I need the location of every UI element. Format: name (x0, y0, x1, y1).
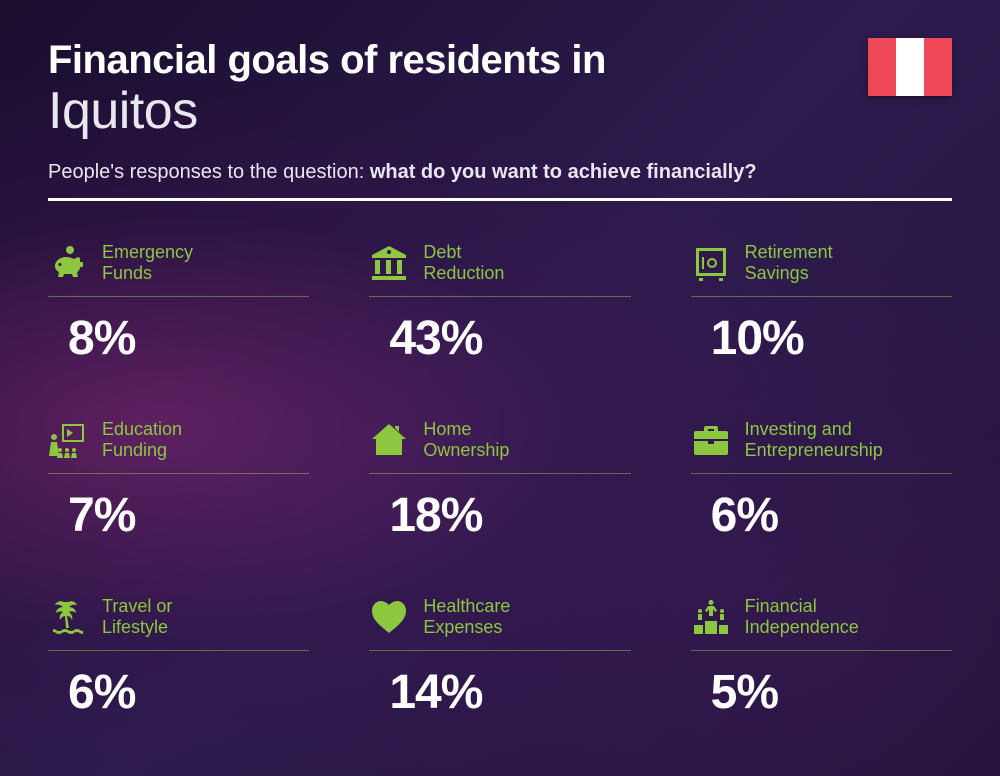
stat-label: Financial Independence (745, 596, 859, 639)
stat-retirement-savings: Retirement Savings 10% (691, 241, 952, 366)
stat-healthcare: Healthcare Expenses 14% (369, 595, 630, 720)
subtitle-prefix: People's responses to the question: (48, 161, 370, 183)
stat-home-ownership: Home Ownership 18% (369, 418, 630, 543)
stat-label-line: Funding (102, 440, 167, 460)
stat-value: 43% (389, 311, 630, 366)
stat-label: Retirement Savings (745, 242, 833, 285)
stat-label-line: Debt (423, 242, 461, 262)
subtitle-question: what do you want to achieve financially? (370, 161, 757, 183)
stat-value: 8% (68, 311, 309, 366)
stat-value: 6% (68, 665, 309, 720)
stat-label-line: Reduction (423, 263, 504, 283)
stat-label-line: Funds (102, 263, 152, 283)
stat-label-line: Savings (745, 263, 809, 283)
stat-label-line: Expenses (423, 617, 502, 637)
stat-label-line: Financial (745, 596, 817, 616)
flag-stripe (868, 38, 896, 96)
stat-label: Home Ownership (423, 419, 509, 462)
stat-header: Education Funding (48, 418, 309, 474)
stat-label-line: Independence (745, 617, 859, 637)
stat-value: 5% (711, 665, 952, 720)
flag-stripe (896, 38, 924, 96)
stats-grid: Emergency Funds 8% Debt Reduction 43% (48, 241, 952, 720)
stat-label: Travel or Lifestyle (102, 596, 172, 639)
stat-label-line: Entrepreneurship (745, 440, 883, 460)
stat-label: Education Funding (102, 419, 182, 462)
header: Financial goals of residents in Iquitos … (48, 38, 952, 201)
stat-education-funding: Education Funding 7% (48, 418, 309, 543)
bank-icon (369, 243, 409, 283)
briefcase-icon (691, 420, 731, 460)
infographic-container: Financial goals of residents in Iquitos … (0, 0, 1000, 758)
palm-icon (48, 597, 88, 637)
stat-label-line: Ownership (423, 440, 509, 460)
stat-label: Healthcare Expenses (423, 596, 510, 639)
stat-header: Retirement Savings (691, 241, 952, 297)
flag-stripe (924, 38, 952, 96)
stat-header: Emergency Funds (48, 241, 309, 297)
stat-header: Debt Reduction (369, 241, 630, 297)
stat-header: Travel or Lifestyle (48, 595, 309, 651)
house-icon (369, 420, 409, 460)
flag-icon (868, 38, 952, 96)
stat-debt-reduction: Debt Reduction 43% (369, 241, 630, 366)
stat-value: 6% (711, 488, 952, 543)
title-line1: Financial goals of residents in (48, 38, 952, 82)
stat-label-line: Investing and (745, 419, 852, 439)
stat-label-line: Education (102, 419, 182, 439)
stat-label: Investing and Entrepreneurship (745, 419, 883, 462)
piggy-bank-icon (48, 243, 88, 283)
stat-label-line: Healthcare (423, 596, 510, 616)
stat-value: 18% (389, 488, 630, 543)
stat-label: Emergency Funds (102, 242, 193, 285)
heart-pulse-icon (369, 597, 409, 637)
stat-travel-lifestyle: Travel or Lifestyle 6% (48, 595, 309, 720)
stat-financial-independence: Financial Independence 5% (691, 595, 952, 720)
stat-value: 10% (711, 311, 952, 366)
stat-label-line: Home (423, 419, 471, 439)
stat-investing: Investing and Entrepreneurship 6% (691, 418, 952, 543)
stat-header: Financial Independence (691, 595, 952, 651)
stat-label-line: Retirement (745, 242, 833, 262)
stat-header: Healthcare Expenses (369, 595, 630, 651)
title-line2: Iquitos (48, 84, 952, 139)
stat-value: 14% (389, 665, 630, 720)
stat-value: 7% (68, 488, 309, 543)
safe-icon (691, 243, 731, 283)
stat-header: Investing and Entrepreneurship (691, 418, 952, 474)
education-icon (48, 420, 88, 460)
podium-icon (691, 597, 731, 637)
stat-emergency-funds: Emergency Funds 8% (48, 241, 309, 366)
stat-label-line: Lifestyle (102, 617, 168, 637)
stat-label-line: Travel or (102, 596, 172, 616)
subtitle: People's responses to the question: what… (48, 161, 952, 184)
stat-header: Home Ownership (369, 418, 630, 474)
header-divider (48, 198, 952, 201)
stat-label-line: Emergency (102, 242, 193, 262)
stat-label: Debt Reduction (423, 242, 504, 285)
